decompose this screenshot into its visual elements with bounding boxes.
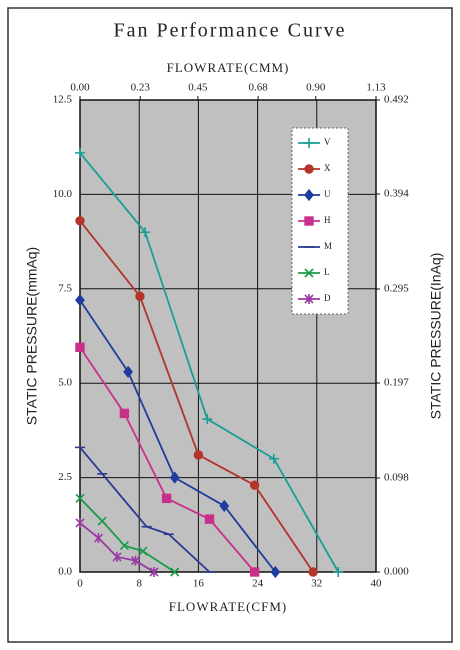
chart-title: Fan Performance Curve <box>113 20 346 42</box>
x-label: FLOWRATE(CFM) <box>169 599 287 614</box>
marker <box>161 493 172 504</box>
legend-label: X <box>324 163 331 173</box>
marker <box>169 471 180 484</box>
marker <box>268 453 279 464</box>
legend-marker <box>304 138 314 148</box>
y2-tick-label: 0.000 <box>384 566 409 578</box>
x2-tick-label: 0.00 <box>70 82 90 94</box>
legend-marker <box>304 164 314 174</box>
marker <box>193 450 204 460</box>
x2-tick-label: 0.68 <box>248 82 268 94</box>
y2-tick-label: 0.492 <box>384 94 409 106</box>
legend-label: U <box>324 189 331 199</box>
x-tick-label: 24 <box>252 578 264 590</box>
x2-tick-label: 0.23 <box>131 82 151 94</box>
x-tick-label: 0 <box>77 578 83 590</box>
y-tick-label: 2.5 <box>58 471 72 483</box>
marker <box>112 551 122 562</box>
marker <box>249 567 260 577</box>
y2-label: STATIC PRESSURE(InAq) <box>428 253 444 420</box>
marker <box>119 541 129 551</box>
y2-tick-label: 0.295 <box>384 283 409 295</box>
y2-tick-label: 0.098 <box>384 472 409 484</box>
legend-label: M <box>324 241 332 251</box>
marker <box>93 533 104 544</box>
marker <box>204 514 215 524</box>
legend-marker <box>304 216 314 226</box>
y2-tick-label: 0.394 <box>384 188 409 200</box>
legend-label: D <box>324 293 331 303</box>
y-tick-label: 7.5 <box>58 282 72 294</box>
marker <box>75 493 85 503</box>
legend-label: V <box>324 137 331 147</box>
y-tick-label: 5.0 <box>58 377 72 389</box>
legend-label: L <box>324 267 330 277</box>
y-tick-label: 10.0 <box>53 188 73 200</box>
marker <box>123 365 133 378</box>
x-tick-label: 16 <box>193 578 205 590</box>
y-label: STATIC PRESSURE(mmAq) <box>24 247 40 425</box>
marker <box>135 291 145 302</box>
plot-border <box>79 99 377 573</box>
y-tick-label: 0.0 <box>58 566 72 578</box>
marker <box>75 294 85 307</box>
marker <box>119 408 130 419</box>
marker <box>75 216 85 226</box>
marker <box>97 516 107 526</box>
marker <box>75 147 85 158</box>
marker <box>270 565 281 579</box>
x2-tick-label: 1.13 <box>366 82 386 94</box>
marker <box>149 567 159 577</box>
marker <box>170 567 180 577</box>
x-tick-label: 40 <box>371 578 383 590</box>
marker <box>75 342 85 353</box>
legend-marker <box>304 294 314 304</box>
x2-tick-label: 0.45 <box>188 82 208 94</box>
y-tick-label: 12.5 <box>53 94 73 106</box>
x-tick-label: 32 <box>311 578 322 590</box>
marker <box>140 227 151 238</box>
marker <box>202 414 213 425</box>
marker <box>308 567 318 577</box>
marker <box>138 546 148 556</box>
marker <box>333 567 344 577</box>
legend-marker <box>304 268 314 278</box>
x-tick-label: 8 <box>136 578 142 590</box>
marker <box>75 517 85 528</box>
x2-label: FLOWRATE(CMM) <box>167 60 290 75</box>
marker <box>130 555 141 566</box>
marker <box>249 480 260 490</box>
y2-tick-label: 0.197 <box>384 377 409 389</box>
legend-marker <box>304 188 314 202</box>
legend-label: H <box>324 215 331 225</box>
marker <box>219 499 230 513</box>
x2-tick-label: 0.90 <box>306 82 326 94</box>
